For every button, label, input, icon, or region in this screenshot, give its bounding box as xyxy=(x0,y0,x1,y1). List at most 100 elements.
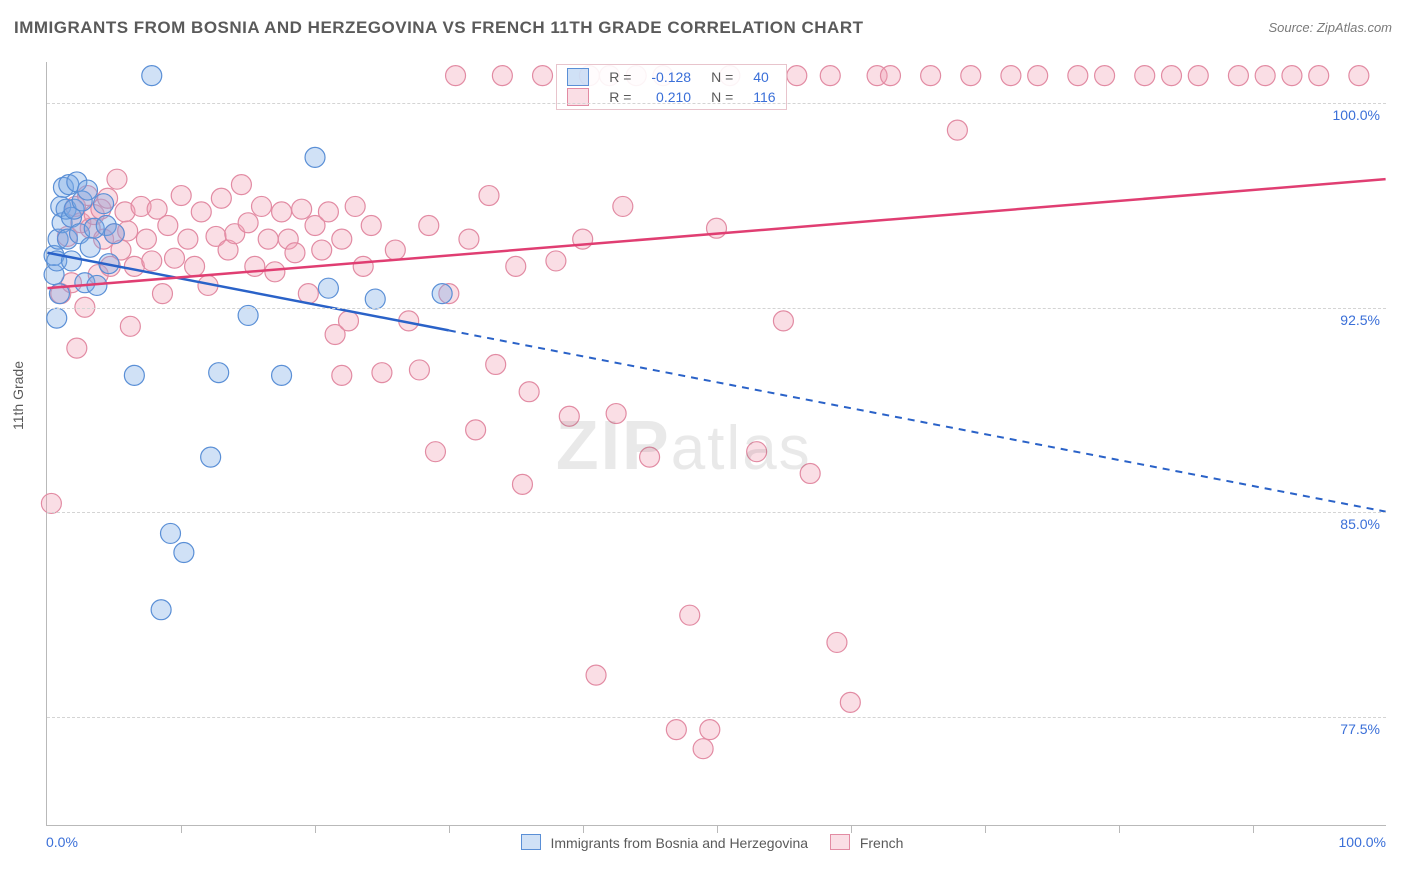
data-point xyxy=(1282,66,1302,86)
gridline xyxy=(47,512,1386,513)
plot-frame: ZIPatlas R = -0.128 N = 40 R = 0.210 N =… xyxy=(46,62,1386,826)
data-point xyxy=(1135,66,1155,86)
data-point xyxy=(171,186,191,206)
data-point xyxy=(512,474,532,494)
data-point xyxy=(185,256,205,276)
data-point xyxy=(533,66,553,86)
data-point xyxy=(285,243,305,263)
legend-row-b: R = 0.210 N = 116 xyxy=(557,87,785,107)
legend-swatch-bottom-a xyxy=(521,834,541,850)
data-point xyxy=(419,216,439,236)
n-value-a: 40 xyxy=(743,67,785,87)
data-point xyxy=(840,692,860,712)
x-tick xyxy=(181,825,182,833)
legend-swatch-bottom-b xyxy=(830,834,850,850)
data-point xyxy=(142,251,162,271)
legend-label-b: French xyxy=(860,835,904,851)
y-tick-label: 100.0% xyxy=(1333,107,1380,123)
data-point xyxy=(361,216,381,236)
data-point xyxy=(94,194,114,214)
data-point xyxy=(773,311,793,331)
n-value-b: 116 xyxy=(743,87,785,107)
y-tick-label: 92.5% xyxy=(1340,312,1380,328)
data-point xyxy=(446,66,466,86)
data-point xyxy=(345,196,365,216)
data-point xyxy=(152,284,172,304)
data-point xyxy=(252,196,272,216)
data-point xyxy=(606,404,626,424)
data-point xyxy=(211,188,231,208)
x-tick xyxy=(985,825,986,833)
data-point xyxy=(1188,66,1208,86)
gridline xyxy=(47,103,1386,104)
data-point xyxy=(353,256,373,276)
data-point xyxy=(1068,66,1088,86)
trend-line-extrapolated xyxy=(449,330,1386,511)
data-point xyxy=(693,739,713,759)
data-point xyxy=(586,665,606,685)
data-point xyxy=(332,365,352,385)
series-legend: Immigrants from Bosnia and Herzegovina F… xyxy=(0,834,1406,851)
data-point xyxy=(165,248,185,268)
y-tick-label: 85.0% xyxy=(1340,516,1380,532)
data-point xyxy=(365,289,385,309)
data-point xyxy=(318,278,338,298)
data-point xyxy=(67,338,87,358)
data-point xyxy=(666,720,686,740)
data-point xyxy=(640,447,660,467)
x-tick xyxy=(851,825,852,833)
data-point xyxy=(479,186,499,206)
gridline xyxy=(47,717,1386,718)
y-axis-label: 11th Grade xyxy=(10,361,26,430)
data-point xyxy=(104,224,124,244)
data-point xyxy=(385,240,405,260)
data-point xyxy=(120,316,140,336)
data-point xyxy=(124,365,144,385)
data-point xyxy=(272,202,292,222)
data-point xyxy=(559,406,579,426)
data-point xyxy=(486,354,506,374)
data-point xyxy=(191,202,211,222)
legend-swatch-a xyxy=(567,68,589,86)
data-point xyxy=(80,237,100,257)
data-point xyxy=(947,120,967,140)
data-point xyxy=(151,600,171,620)
trend-line xyxy=(47,179,1385,288)
data-point xyxy=(305,147,325,167)
data-point xyxy=(613,196,633,216)
data-point xyxy=(161,523,181,543)
data-point xyxy=(827,632,847,652)
data-point xyxy=(142,66,162,86)
data-point xyxy=(1095,66,1115,86)
data-point xyxy=(332,229,352,249)
data-point xyxy=(61,251,81,271)
data-point xyxy=(158,216,178,236)
data-point xyxy=(265,262,285,282)
data-point xyxy=(492,66,512,86)
data-point xyxy=(47,308,67,328)
data-point xyxy=(78,180,98,200)
x-tick xyxy=(315,825,316,833)
data-point xyxy=(1309,66,1329,86)
data-point xyxy=(338,311,358,331)
data-point xyxy=(921,66,941,86)
data-point xyxy=(312,240,332,260)
data-point xyxy=(1028,66,1048,86)
data-point xyxy=(41,493,61,513)
data-point xyxy=(209,363,229,383)
x-tick xyxy=(449,825,450,833)
x-tick xyxy=(717,825,718,833)
data-point xyxy=(880,66,900,86)
legend-row-a: R = -0.128 N = 40 xyxy=(557,67,785,87)
data-point xyxy=(680,605,700,625)
chart-title: IMMIGRANTS FROM BOSNIA AND HERZEGOVINA V… xyxy=(14,18,863,38)
data-point xyxy=(425,442,445,462)
source-label: Source: ZipAtlas.com xyxy=(1268,20,1392,35)
data-point xyxy=(466,420,486,440)
data-point xyxy=(231,175,251,195)
data-point xyxy=(318,202,338,222)
x-tick xyxy=(1253,825,1254,833)
data-point xyxy=(245,256,265,276)
data-point xyxy=(961,66,981,86)
plot-area: ZIPatlas R = -0.128 N = 40 R = 0.210 N =… xyxy=(46,62,1386,826)
